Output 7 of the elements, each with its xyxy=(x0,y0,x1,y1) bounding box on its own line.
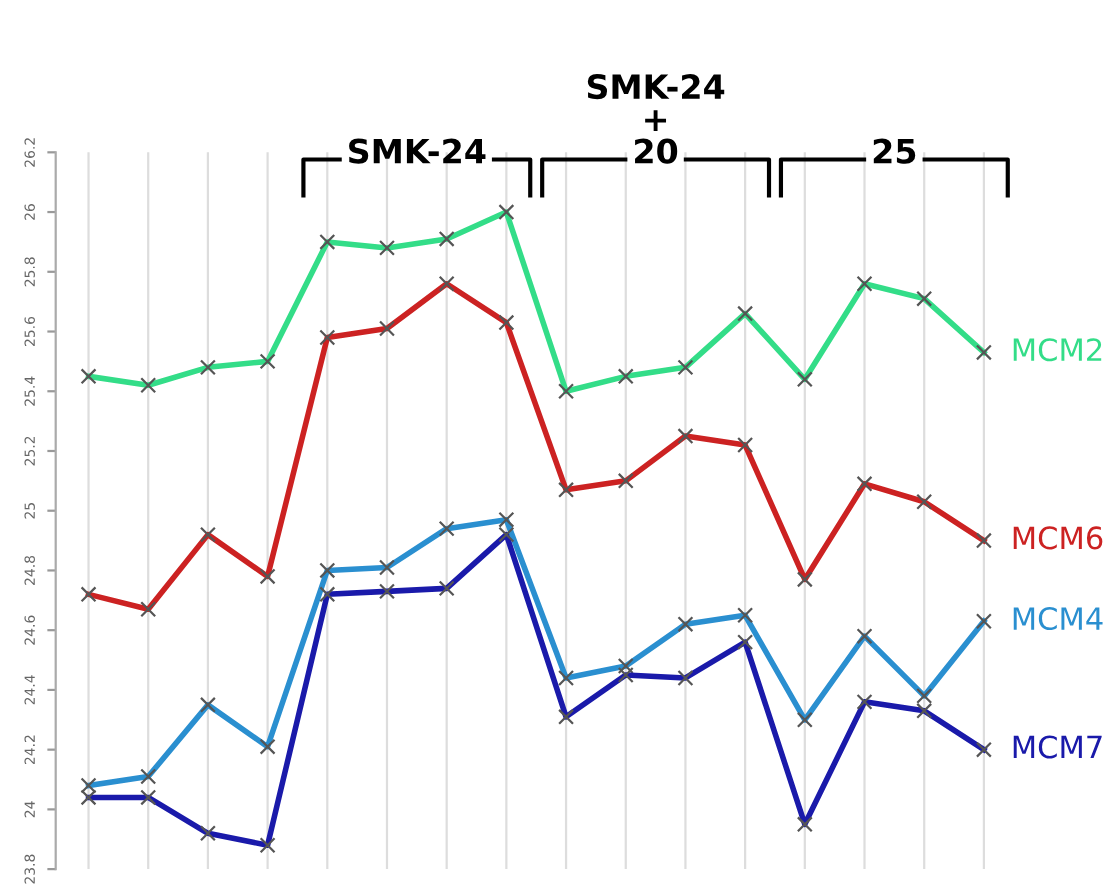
series-label: MCM6 xyxy=(1013,526,1103,550)
annotation: SMK-24 xyxy=(349,138,486,164)
annotation: SMK-24 + 20 xyxy=(587,74,725,164)
series-label: MCM7 xyxy=(1013,735,1102,759)
annotation: 25 xyxy=(873,138,916,164)
series-label: MCM4 xyxy=(1013,606,1103,631)
series-label: MCM2 xyxy=(1013,338,1102,362)
